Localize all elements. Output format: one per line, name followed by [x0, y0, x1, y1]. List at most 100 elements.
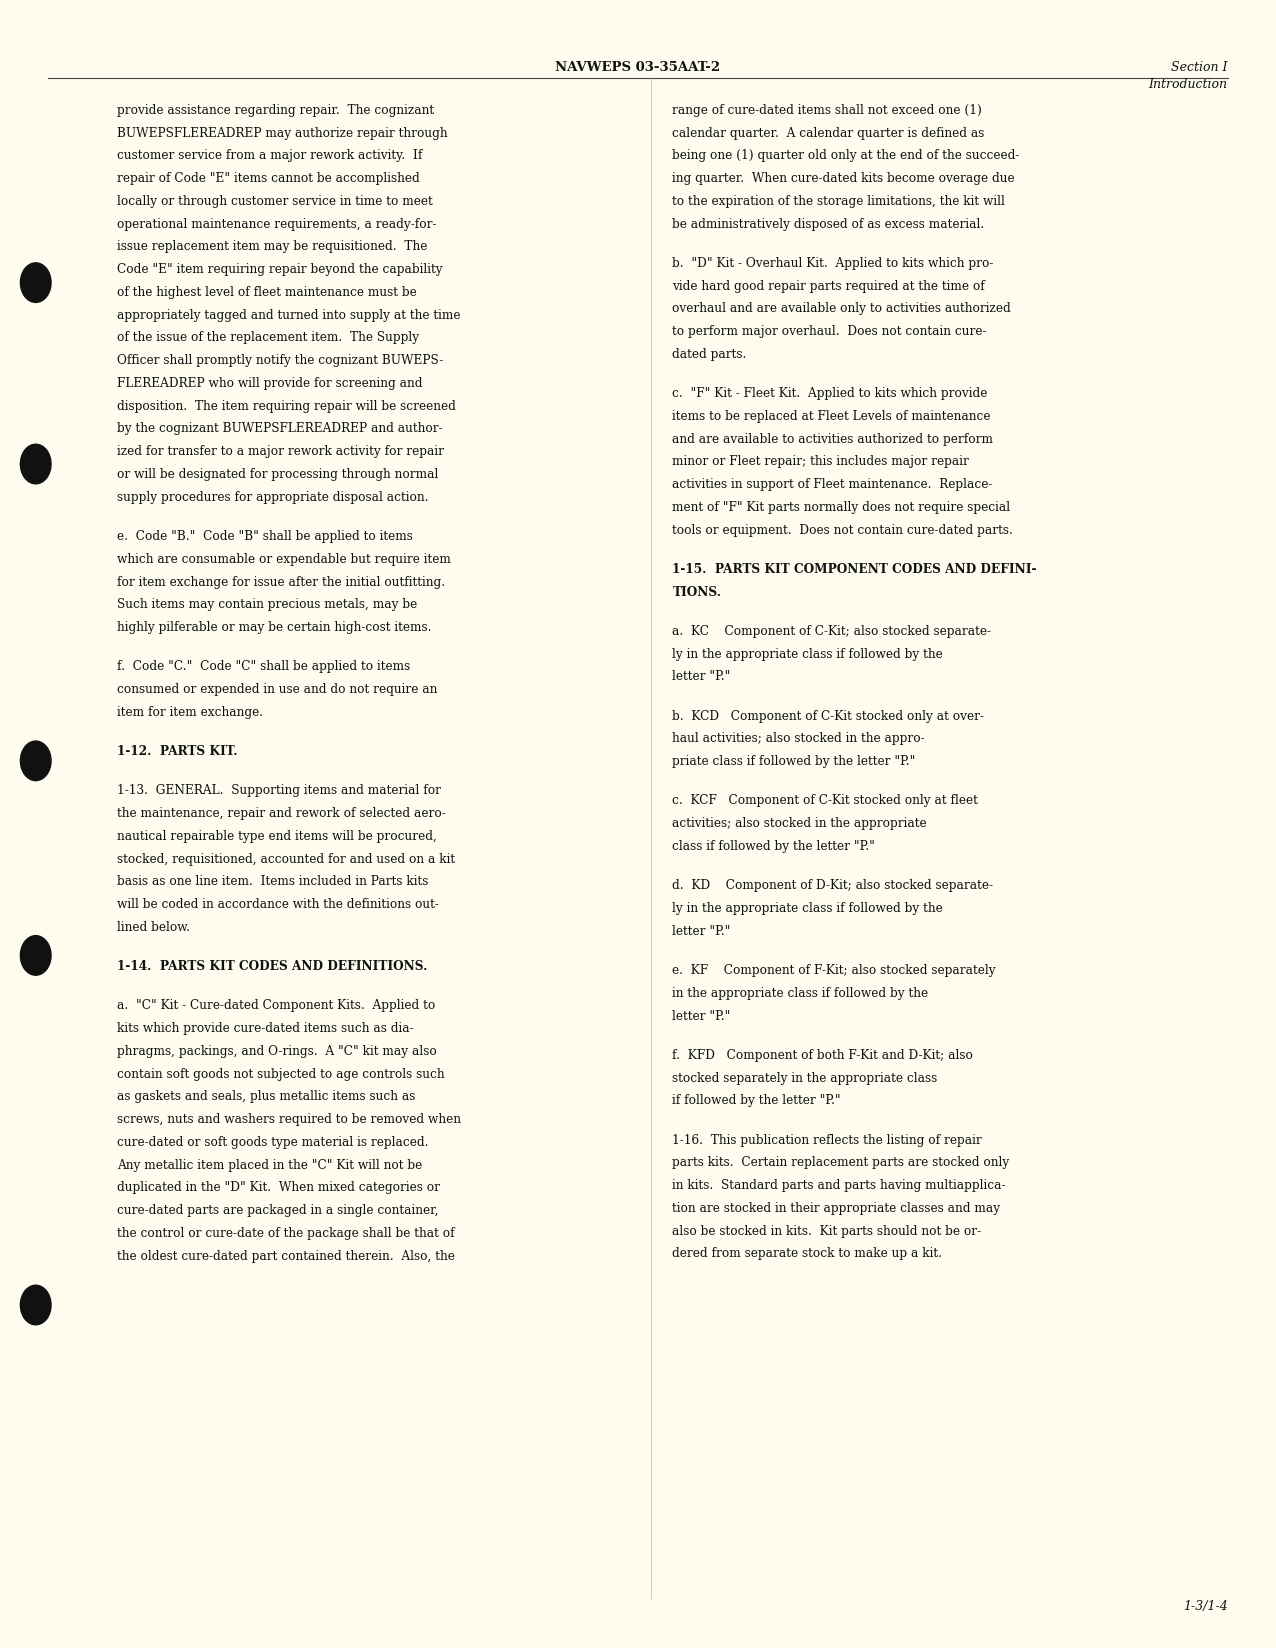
Text: 1-16.  This publication reflects the listing of repair: 1-16. This publication reflects the list… — [672, 1132, 983, 1145]
Text: ment of "F" Kit parts normally does not require special: ment of "F" Kit parts normally does not … — [672, 501, 1011, 514]
Text: Officer shall promptly notify the cognizant BUWEPS-: Officer shall promptly notify the cogniz… — [117, 354, 444, 368]
Text: b.  "D" Kit - Overhaul Kit.  Applied to kits which pro-: b. "D" Kit - Overhaul Kit. Applied to ki… — [672, 257, 994, 270]
Text: the oldest cure-dated part contained therein.  Also, the: the oldest cure-dated part contained the… — [117, 1249, 456, 1262]
Text: tion are stocked in their appropriate classes and may: tion are stocked in their appropriate cl… — [672, 1201, 1000, 1215]
Text: Section I: Section I — [1171, 61, 1228, 74]
Text: f.  KFD   Component of both F-Kit and D-Kit; also: f. KFD Component of both F-Kit and D-Kit… — [672, 1048, 974, 1061]
Text: phragms, packings, and O-rings.  A "C" kit may also: phragms, packings, and O-rings. A "C" ki… — [117, 1045, 438, 1056]
Text: locally or through customer service in time to meet: locally or through customer service in t… — [117, 194, 433, 208]
Text: for item exchange for issue after the initial outfitting.: for item exchange for issue after the in… — [117, 575, 445, 588]
Text: to perform major overhaul.  Does not contain cure-: to perform major overhaul. Does not cont… — [672, 325, 986, 338]
Text: Any metallic item placed in the "C" Kit will not be: Any metallic item placed in the "C" Kit … — [117, 1159, 422, 1170]
Text: letter "P.": letter "P." — [672, 925, 731, 938]
Text: Code "E" item requiring repair beyond the capability: Code "E" item requiring repair beyond th… — [117, 264, 443, 275]
Text: TIONS.: TIONS. — [672, 585, 721, 598]
Text: the maintenance, repair and rework of selected aero-: the maintenance, repair and rework of se… — [117, 806, 447, 819]
Text: highly pilferable or may be certain high-cost items.: highly pilferable or may be certain high… — [117, 621, 431, 633]
Circle shape — [20, 742, 51, 781]
Text: letter "P.": letter "P." — [672, 671, 731, 682]
Text: of the highest level of fleet maintenance must be: of the highest level of fleet maintenanc… — [117, 285, 417, 298]
Text: repair of Code "E" items cannot be accomplished: repair of Code "E" items cannot be accom… — [117, 171, 420, 185]
Circle shape — [20, 264, 51, 303]
Text: in the appropriate class if followed by the: in the appropriate class if followed by … — [672, 986, 929, 999]
Text: parts kits.  Certain replacement parts are stocked only: parts kits. Certain replacement parts ar… — [672, 1155, 1009, 1168]
Text: dated parts.: dated parts. — [672, 348, 746, 361]
Text: in kits.  Standard parts and parts having multiapplica-: in kits. Standard parts and parts having… — [672, 1178, 1005, 1192]
Text: if followed by the letter "P.": if followed by the letter "P." — [672, 1094, 841, 1106]
Text: 1-13.  GENERAL.  Supporting items and material for: 1-13. GENERAL. Supporting items and mate… — [117, 784, 441, 796]
Text: contain soft goods not subjected to age controls such: contain soft goods not subjected to age … — [117, 1066, 445, 1079]
Text: 1-14.  PARTS KIT CODES AND DEFINITIONS.: 1-14. PARTS KIT CODES AND DEFINITIONS. — [117, 959, 427, 972]
Text: FLEREADREP who will provide for screening and: FLEREADREP who will provide for screenin… — [117, 377, 422, 389]
Text: haul activities; also stocked in the appro-: haul activities; also stocked in the app… — [672, 732, 925, 745]
Text: basis as one line item.  Items included in Parts kits: basis as one line item. Items included i… — [117, 875, 429, 888]
Text: Introduction: Introduction — [1148, 77, 1228, 91]
Text: calendar quarter.  A calendar quarter is defined as: calendar quarter. A calendar quarter is … — [672, 127, 985, 140]
Text: ing quarter.  When cure-dated kits become overage due: ing quarter. When cure-dated kits become… — [672, 171, 1016, 185]
Text: ized for transfer to a major rework activity for repair: ized for transfer to a major rework acti… — [117, 445, 444, 458]
Text: tools or equipment.  Does not contain cure-dated parts.: tools or equipment. Does not contain cur… — [672, 524, 1013, 536]
Text: to the expiration of the storage limitations, the kit will: to the expiration of the storage limitat… — [672, 194, 1005, 208]
Text: range of cure-dated items shall not exceed one (1): range of cure-dated items shall not exce… — [672, 104, 983, 117]
Text: vide hard good repair parts required at the time of: vide hard good repair parts required at … — [672, 280, 985, 292]
Text: kits which provide cure-dated items such as dia-: kits which provide cure-dated items such… — [117, 1022, 413, 1035]
Text: b.  KCD   Component of C-Kit stocked only at over-: b. KCD Component of C-Kit stocked only a… — [672, 709, 985, 722]
Text: duplicated in the "D" Kit.  When mixed categories or: duplicated in the "D" Kit. When mixed ca… — [117, 1180, 440, 1193]
Text: consumed or expended in use and do not require an: consumed or expended in use and do not r… — [117, 682, 438, 695]
Circle shape — [20, 1285, 51, 1325]
Text: f.  Code "C."  Code "C" shall be applied to items: f. Code "C." Code "C" shall be applied t… — [117, 659, 411, 672]
Text: Such items may contain precious metals, may be: Such items may contain precious metals, … — [117, 598, 417, 611]
Text: minor or Fleet repair; this includes major repair: minor or Fleet repair; this includes maj… — [672, 455, 970, 468]
Text: overhaul and are available only to activities authorized: overhaul and are available only to activ… — [672, 302, 1011, 315]
Text: NAVWEPS 03-35AAT-2: NAVWEPS 03-35AAT-2 — [555, 61, 721, 74]
Text: by the cognizant BUWEPSFLEREADREP and author-: by the cognizant BUWEPSFLEREADREP and au… — [117, 422, 443, 435]
Text: which are consumable or expendable but require item: which are consumable or expendable but r… — [117, 552, 452, 565]
Text: activities in support of Fleet maintenance.  Replace-: activities in support of Fleet maintenan… — [672, 478, 993, 491]
Text: a.  KC    Component of C-Kit; also stocked separate-: a. KC Component of C-Kit; also stocked s… — [672, 625, 991, 638]
Text: item for item exchange.: item for item exchange. — [117, 705, 264, 719]
Text: customer service from a major rework activity.  If: customer service from a major rework act… — [117, 150, 422, 162]
Text: being one (1) quarter old only at the end of the succeed-: being one (1) quarter old only at the en… — [672, 150, 1020, 162]
Text: and are available to activities authorized to perform: and are available to activities authoriz… — [672, 432, 994, 445]
Text: of the issue of the replacement item.  The Supply: of the issue of the replacement item. Th… — [117, 331, 420, 344]
Text: BUWEPSFLEREADREP may authorize repair through: BUWEPSFLEREADREP may authorize repair th… — [117, 127, 448, 140]
Text: screws, nuts and washers required to be removed when: screws, nuts and washers required to be … — [117, 1112, 462, 1126]
Text: nautical repairable type end items will be procured,: nautical repairable type end items will … — [117, 829, 438, 842]
Circle shape — [20, 445, 51, 485]
Text: d.  KD    Component of D-Kit; also stocked separate-: d. KD Component of D-Kit; also stocked s… — [672, 878, 994, 892]
Text: supply procedures for appropriate disposal action.: supply procedures for appropriate dispos… — [117, 491, 429, 503]
Text: class if followed by the letter "P.": class if followed by the letter "P." — [672, 839, 875, 852]
Text: a.  "C" Kit - Cure-dated Component Kits.  Applied to: a. "C" Kit - Cure-dated Component Kits. … — [117, 999, 435, 1012]
Text: activities; also stocked in the appropriate: activities; also stocked in the appropri… — [672, 817, 928, 829]
Text: lined below.: lined below. — [117, 920, 190, 933]
Text: 1-3/1-4: 1-3/1-4 — [1183, 1599, 1228, 1612]
Text: or will be designated for processing through normal: or will be designated for processing thr… — [117, 468, 439, 481]
Text: stocked separately in the appropriate class: stocked separately in the appropriate cl… — [672, 1071, 938, 1084]
Text: priate class if followed by the letter "P.": priate class if followed by the letter "… — [672, 755, 916, 768]
Text: also be stocked in kits.  Kit parts should not be or-: also be stocked in kits. Kit parts shoul… — [672, 1224, 981, 1236]
Text: 1-15.  PARTS KIT COMPONENT CODES AND DEFINI-: 1-15. PARTS KIT COMPONENT CODES AND DEFI… — [672, 562, 1037, 575]
Text: c.  KCF   Component of C-Kit stocked only at fleet: c. KCF Component of C-Kit stocked only a… — [672, 794, 979, 808]
Text: provide assistance regarding repair.  The cognizant: provide assistance regarding repair. The… — [117, 104, 435, 117]
Circle shape — [20, 936, 51, 976]
Text: appropriately tagged and turned into supply at the time: appropriately tagged and turned into sup… — [117, 308, 461, 321]
Text: e.  KF    Component of F-Kit; also stocked separately: e. KF Component of F-Kit; also stocked s… — [672, 964, 997, 976]
Text: 1-12.  PARTS KIT.: 1-12. PARTS KIT. — [117, 745, 237, 758]
Text: will be coded in accordance with the definitions out-: will be coded in accordance with the def… — [117, 898, 439, 910]
Text: be administratively disposed of as excess material.: be administratively disposed of as exces… — [672, 218, 985, 231]
Text: e.  Code "B."  Code "B" shall be applied to items: e. Code "B." Code "B" shall be applied t… — [117, 529, 413, 542]
Text: letter "P.": letter "P." — [672, 1009, 731, 1022]
Text: as gaskets and seals, plus metallic items such as: as gaskets and seals, plus metallic item… — [117, 1089, 416, 1103]
Text: ly in the appropriate class if followed by the: ly in the appropriate class if followed … — [672, 901, 943, 915]
Text: dered from separate stock to make up a kit.: dered from separate stock to make up a k… — [672, 1246, 943, 1259]
Text: disposition.  The item requiring repair will be screened: disposition. The item requiring repair w… — [117, 399, 457, 412]
Text: c.  "F" Kit - Fleet Kit.  Applied to kits which provide: c. "F" Kit - Fleet Kit. Applied to kits … — [672, 387, 988, 400]
Text: ly in the appropriate class if followed by the: ly in the appropriate class if followed … — [672, 648, 943, 661]
Text: issue replacement item may be requisitioned.  The: issue replacement item may be requisitio… — [117, 241, 427, 254]
Text: stocked, requisitioned, accounted for and used on a kit: stocked, requisitioned, accounted for an… — [117, 852, 456, 865]
Text: the control or cure-date of the package shall be that of: the control or cure-date of the package … — [117, 1226, 456, 1239]
Text: cure-dated or soft goods type material is replaced.: cure-dated or soft goods type material i… — [117, 1135, 429, 1149]
Text: operational maintenance requirements, a ready-for-: operational maintenance requirements, a … — [117, 218, 436, 231]
Text: cure-dated parts are packaged in a single container,: cure-dated parts are packaged in a singl… — [117, 1203, 439, 1216]
Text: items to be replaced at Fleet Levels of maintenance: items to be replaced at Fleet Levels of … — [672, 410, 991, 422]
